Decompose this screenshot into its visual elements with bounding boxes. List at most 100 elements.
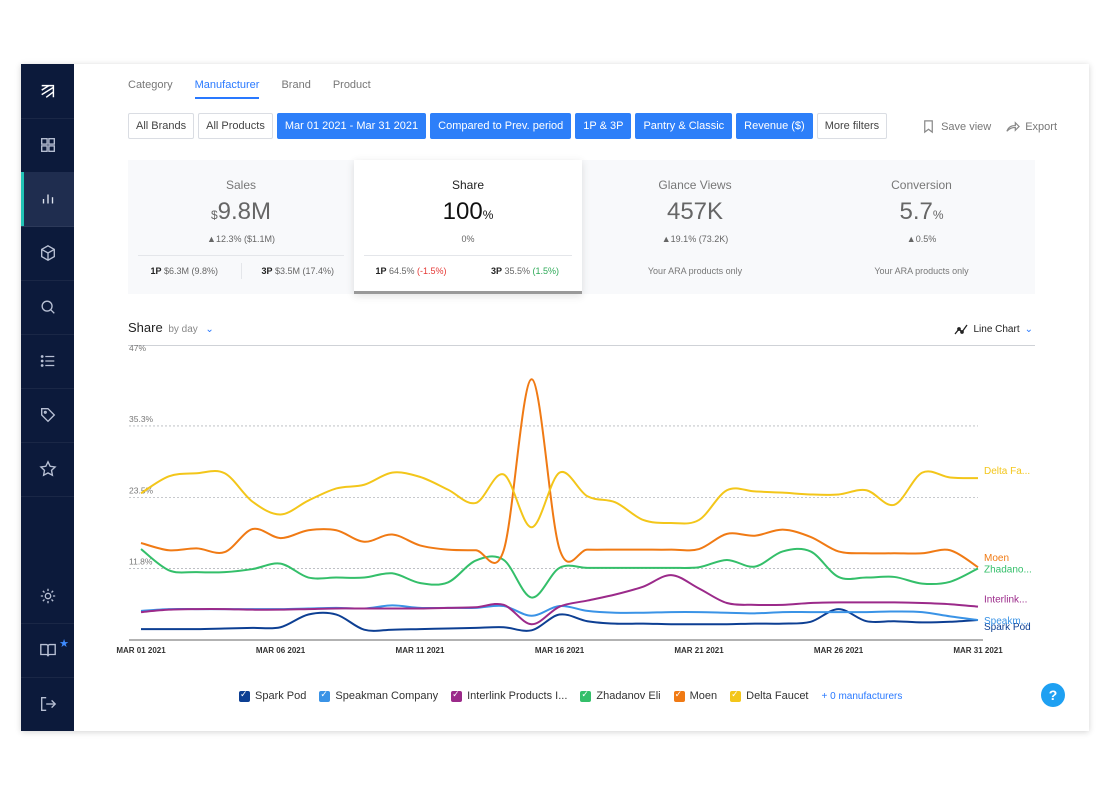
x-tick-label: MAR 26 2021	[814, 646, 864, 655]
chart-title[interactable]: Share by day ⌄	[128, 320, 214, 335]
legend-item-zhadanov[interactable]: Zhadanov Eli	[580, 689, 661, 702]
tab-manufacturer[interactable]: Manufacturer	[194, 79, 260, 99]
kpi-value: 5.7%	[808, 198, 1035, 226]
save-view-button[interactable]: Save view	[921, 119, 991, 134]
legend-label: Moen	[689, 690, 718, 702]
checkbox-icon	[673, 689, 685, 702]
split-3p-value: 35.5%	[504, 266, 531, 276]
tab-category[interactable]: Category	[128, 79, 173, 91]
y-tick-label: 47%	[129, 343, 146, 353]
conversion-kpi-card[interactable]: Conversion 5.7% ▲0.5% Your ARA products …	[808, 160, 1035, 294]
legend-label: Speakman Company	[335, 690, 439, 702]
kpi-value: $9.8M	[128, 198, 354, 226]
divider	[138, 255, 344, 256]
chart-type-selector[interactable]: Line Chart ⌄	[954, 322, 1033, 336]
kpi-value: 457K	[666, 198, 724, 225]
more-filters-button[interactable]: More filters	[816, 113, 888, 139]
help-button[interactable]: ?	[1041, 683, 1065, 707]
kpi-value-number: 5.7	[899, 198, 933, 225]
kpi-value: 100%	[354, 198, 582, 226]
kpi-delta: ▲0.5%	[906, 234, 937, 244]
kpi-suffix: %	[482, 208, 494, 222]
bookmark-icon	[924, 120, 933, 134]
legend-label: Delta Faucet	[746, 690, 809, 702]
tag-icon[interactable]	[21, 388, 74, 443]
series-line-zhadanov-eli	[140, 547, 979, 599]
split-3p-label: 3P	[261, 266, 273, 276]
tab-product[interactable]: Product	[332, 79, 371, 91]
legend-item-speakman[interactable]: Speakman Company	[319, 689, 439, 702]
legend-label: Interlink Products I...	[467, 690, 568, 702]
date-range-filter[interactable]: Mar 01 2021 - Mar 31 2021	[276, 113, 427, 139]
analytics-bar-chart-icon[interactable]	[21, 172, 74, 227]
program-filter[interactable]: Pantry & Classic	[635, 113, 733, 139]
metric-filter[interactable]: Revenue ($)	[736, 113, 813, 139]
kpi-split: 1P $6.3M (9.8%) 3P $3.5M (17.4%)	[128, 263, 354, 279]
x-tick-label: MAR 01 2021	[116, 646, 166, 655]
save-view-label: Save view	[941, 120, 992, 133]
kpi-value-number: 100	[442, 198, 483, 225]
export-button[interactable]: Export	[1005, 119, 1057, 134]
y-tick-label: 23.5%	[129, 486, 154, 496]
split-1p-label: 1P	[375, 266, 387, 276]
split-1p-change: (-1.5%)	[417, 266, 447, 276]
kpi-suffix: %	[932, 208, 944, 222]
all-products-filter[interactable]: All Products	[198, 113, 273, 139]
line-chart-icon	[954, 324, 968, 335]
view-tabs: Category Manufacturer Brand Product	[128, 79, 393, 99]
compare-period-filter[interactable]: Compared to Prev. period	[430, 113, 572, 139]
split-3p-label: 3P	[490, 266, 502, 276]
legend-label: Zhadanov Eli	[596, 690, 661, 702]
split-3p-change: (1.5%)	[532, 266, 560, 276]
gear-icon[interactable]	[21, 569, 74, 624]
legend-item-delta-faucet[interactable]: Delta Faucet	[730, 689, 809, 702]
kpi-note: Your ARA products only	[647, 266, 743, 276]
chart-granularity: by day	[168, 324, 198, 335]
chevron-down-icon: ⌄	[205, 324, 214, 335]
filter-bar: All Brands All Products Mar 01 2021 - Ma…	[128, 113, 888, 139]
export-label: Export	[1025, 120, 1057, 133]
list-icon[interactable]	[21, 334, 74, 389]
x-tick-label: MAR 21 2021	[674, 646, 724, 655]
kpi-delta: 0%	[461, 234, 475, 244]
tab-brand[interactable]: Brand	[281, 79, 311, 91]
x-tick-label: MAR 11 2021	[396, 646, 445, 655]
logo-icon[interactable]	[21, 64, 74, 119]
series-line-spark-pod	[141, 608, 979, 632]
glance-views-kpi-card[interactable]: Glance Views 457K ▲19.1% (73.2K) Your AR…	[582, 160, 808, 294]
kpi-title: Conversion	[891, 178, 952, 192]
book-icon[interactable]: ★	[21, 623, 74, 678]
kpi-delta: ▲19.1% (73.2K)	[661, 234, 729, 244]
more-manufacturers-link[interactable]: + 0 manufacturers	[821, 690, 903, 702]
series-line-interlink-products-i	[140, 574, 979, 626]
chevron-down-icon: ⌄	[1024, 323, 1033, 335]
star-icon[interactable]	[21, 442, 74, 497]
kpi-cards: Sales $9.8M ▲12.3% ($1.1M) 1P $6.3M (9.8…	[128, 160, 1035, 294]
view-actions: Save view Export	[921, 119, 1057, 134]
checkbox-icon	[580, 689, 592, 702]
kpi-note: Your ARA products only	[874, 266, 969, 276]
share-line-chart: 47% 35.3% 23.5% 11.8% MAR 01 2021 MAR 06 2021…	[116, 343, 1031, 655]
kpi-delta: ▲12.3% ($1.1M)	[207, 234, 275, 244]
dashboard-grid-icon[interactable]	[21, 118, 74, 173]
series-end-label: Spark Pod	[984, 622, 1031, 633]
party-filter[interactable]: 1P & 3P	[575, 113, 632, 139]
split-1p-label: 1P	[150, 266, 162, 276]
legend-item-spark-pod[interactable]: Spark Pod	[239, 689, 307, 702]
series-line-moen	[140, 378, 979, 569]
all-brands-filter[interactable]: All Brands	[128, 113, 195, 139]
kpi-title: Sales	[225, 178, 257, 192]
search-icon[interactable]	[21, 280, 74, 335]
x-tick-label: MAR 06 2021	[256, 646, 306, 655]
legend-item-moen[interactable]: Moen	[673, 689, 718, 702]
legend-label: Spark Pod	[255, 690, 307, 702]
share-kpi-card[interactable]: Share 100% 0% 1P 64.5% (-1.5%) 3P 35.5% …	[354, 160, 582, 294]
box-icon[interactable]	[21, 226, 74, 281]
divider	[240, 263, 242, 279]
series-end-label: Speakm...	[984, 616, 1029, 627]
logout-icon[interactable]	[21, 677, 74, 731]
app-window: ★ Category Manufacturer Brand Product Al…	[21, 64, 1089, 731]
sales-kpi-card[interactable]: Sales $9.8M ▲12.3% ($1.1M) 1P $6.3M (9.8…	[128, 160, 354, 294]
legend-item-interlink[interactable]: Interlink Products I...	[451, 689, 568, 702]
split-3p-value: $3.5M (17.4%)	[275, 266, 335, 276]
